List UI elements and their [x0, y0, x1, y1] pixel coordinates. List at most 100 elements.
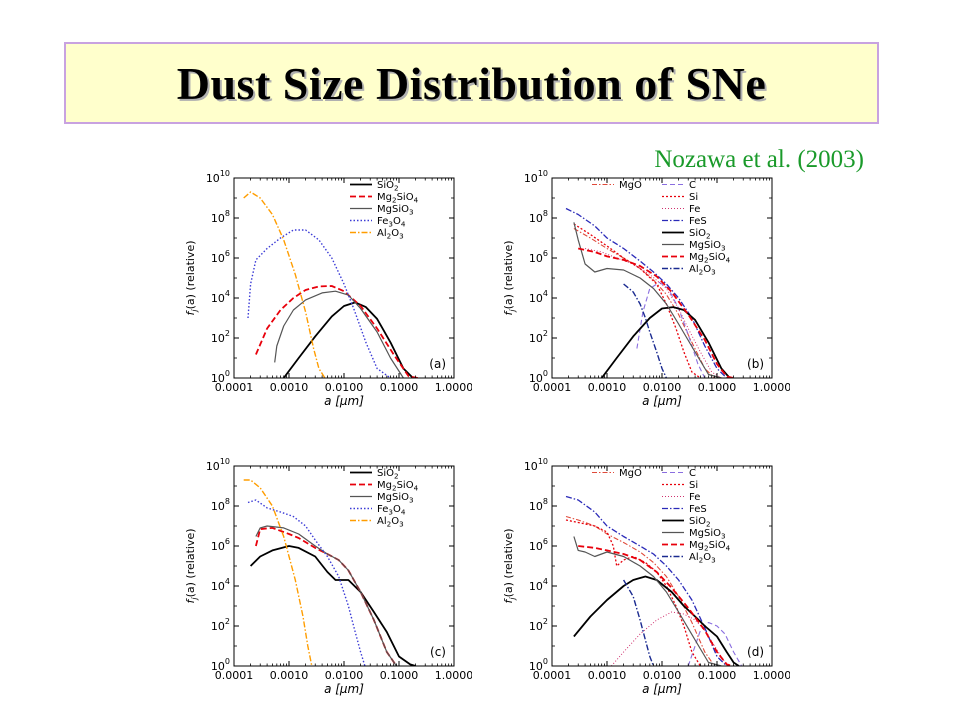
legend-label: Mg2SiO4 — [689, 252, 731, 265]
y-tick-label: 108 — [211, 497, 230, 513]
series-line-sio2 — [573, 575, 740, 666]
series-line-c — [636, 281, 706, 378]
series-line-mgo — [565, 515, 715, 666]
legend-label: MgO — [619, 468, 642, 479]
series-line-mg2sio4 — [255, 285, 418, 378]
y-tick-label: 100 — [529, 657, 548, 673]
legend-label: SiO2 — [689, 516, 711, 529]
x-tick-label: 1.0000 — [435, 381, 472, 394]
series-line-mgsio3 — [573, 222, 722, 378]
legend-label: FeS — [689, 216, 707, 227]
panel-label: (a) — [429, 357, 446, 371]
x-axis-label: a [μm] — [324, 394, 364, 408]
series-line-mgo — [573, 228, 715, 378]
y-tick-label: 102 — [211, 329, 230, 345]
y-tick-label: 106 — [529, 249, 548, 265]
series-line-al2o3 — [622, 579, 655, 666]
y-tick-label: 102 — [529, 329, 548, 345]
series-line-si — [565, 519, 701, 666]
series-line-fe3o4 — [247, 499, 366, 666]
series-line-mgsio3 — [573, 536, 722, 666]
series-line-c — [687, 621, 743, 666]
legend-label: Al2O3 — [689, 552, 716, 565]
series-line-fe3o4 — [247, 229, 391, 378]
series-line-sio2 — [249, 545, 416, 666]
legend-label: Si — [689, 480, 698, 491]
legend-label: C — [689, 180, 696, 191]
x-tick-label: 0.0010 — [270, 381, 309, 394]
panel-label: (c) — [430, 645, 446, 659]
series-line-si — [573, 223, 701, 378]
legend-label: SiO2 — [377, 468, 399, 481]
y-tick-label: 104 — [211, 289, 230, 305]
y-tick-label: 1010 — [206, 457, 230, 473]
x-tick-label: 0.1000 — [380, 669, 419, 682]
y-tick-label: 1010 — [524, 457, 548, 473]
x-tick-label: 0.0010 — [588, 381, 627, 394]
legend-label: MgSiO3 — [377, 492, 414, 505]
legend-label: Mg2SiO4 — [377, 192, 419, 205]
y-tick-label: 108 — [529, 209, 548, 225]
legend-label: C — [689, 468, 696, 479]
slide-title: Dust Size Distribution of SNe — [176, 57, 767, 109]
series-line-mg2sio4 — [578, 545, 734, 666]
x-tick-label: 0.0010 — [588, 669, 627, 682]
y-axis-label: fj(a) (relative) — [502, 528, 517, 603]
x-tick-label: 0.1000 — [698, 669, 737, 682]
series-line-al2o3 — [623, 283, 668, 378]
y-tick-label: 100 — [211, 369, 230, 385]
chart-panel-c: 0.0001 0.0010 0.0100 0.1000 1.0000 100 102 104 1… — [172, 456, 472, 696]
x-tick-label: 0.0100 — [325, 669, 364, 682]
y-tick-label: 104 — [529, 289, 548, 305]
plot-frame — [233, 177, 455, 379]
chart-panel-b: 0.0001 0.0010 0.0100 0.1000 1.0000 100 102 104 1… — [490, 168, 790, 408]
legend-label: Al2O3 — [377, 228, 404, 241]
series-line-mgsio3 — [255, 525, 397, 666]
legend-label: Fe3O4 — [377, 504, 406, 517]
y-axis-label: fj(a) (relative) — [184, 240, 199, 315]
legend-label: Mg2SiO4 — [689, 540, 731, 553]
y-tick-label: 106 — [211, 537, 230, 553]
x-tick-label: 0.0001 — [533, 669, 572, 682]
citation: Nozawa et al. (2003) — [654, 146, 864, 173]
x-tick-label: 0.0010 — [270, 669, 309, 682]
series-line-fe — [611, 611, 731, 666]
legend-label: Mg2SiO4 — [377, 480, 419, 493]
y-tick-label: 100 — [211, 657, 230, 673]
legend-label: MgSiO3 — [689, 240, 726, 253]
y-tick-label: 1010 — [206, 169, 230, 185]
series-line-sio2 — [600, 306, 731, 378]
series-line-mg2sio4 — [578, 247, 734, 378]
x-axis-label: a [μm] — [642, 394, 682, 408]
x-tick-label: 1.0000 — [753, 669, 790, 682]
series-line-sio2 — [282, 301, 414, 378]
y-tick-label: 1010 — [524, 169, 548, 185]
y-axis-label: fj(a) (relative) — [184, 528, 199, 603]
x-axis-label: a [μm] — [642, 682, 682, 696]
y-tick-label: 104 — [211, 577, 230, 593]
y-tick-label: 104 — [529, 577, 548, 593]
legend-label: Fe — [689, 204, 700, 215]
x-tick-label: 0.0001 — [533, 381, 572, 394]
y-tick-label: 106 — [529, 537, 548, 553]
x-tick-label: 0.0100 — [643, 381, 682, 394]
y-tick-label: 102 — [211, 617, 230, 633]
chart-panel-a: 0.0001 0.0010 0.0100 0.1000 1.0000 100 102 104 1… — [172, 168, 472, 408]
series-line-al2o3 — [243, 479, 313, 666]
y-tick-label: 106 — [211, 249, 230, 265]
series-line-fes — [565, 207, 728, 378]
title-banner: Dust Size Distribution of SNe — [64, 42, 879, 124]
x-axis-label: a [μm] — [324, 682, 364, 696]
y-tick-label: 100 — [529, 369, 548, 385]
legend-label: MgO — [619, 180, 642, 191]
x-tick-label: 0.0100 — [643, 669, 682, 682]
series-line-fe — [584, 248, 722, 378]
x-tick-label: 0.1000 — [380, 381, 419, 394]
y-tick-label: 108 — [211, 209, 230, 225]
y-tick-label: 108 — [529, 497, 548, 513]
legend-label: MgSiO3 — [377, 204, 414, 217]
x-tick-label: 0.1000 — [698, 381, 737, 394]
chart-panel-d: 0.0001 0.0010 0.0100 0.1000 1.0000 100 102 104 1… — [490, 456, 790, 696]
x-tick-label: 0.0001 — [215, 669, 254, 682]
legend-label: Al2O3 — [377, 516, 404, 529]
